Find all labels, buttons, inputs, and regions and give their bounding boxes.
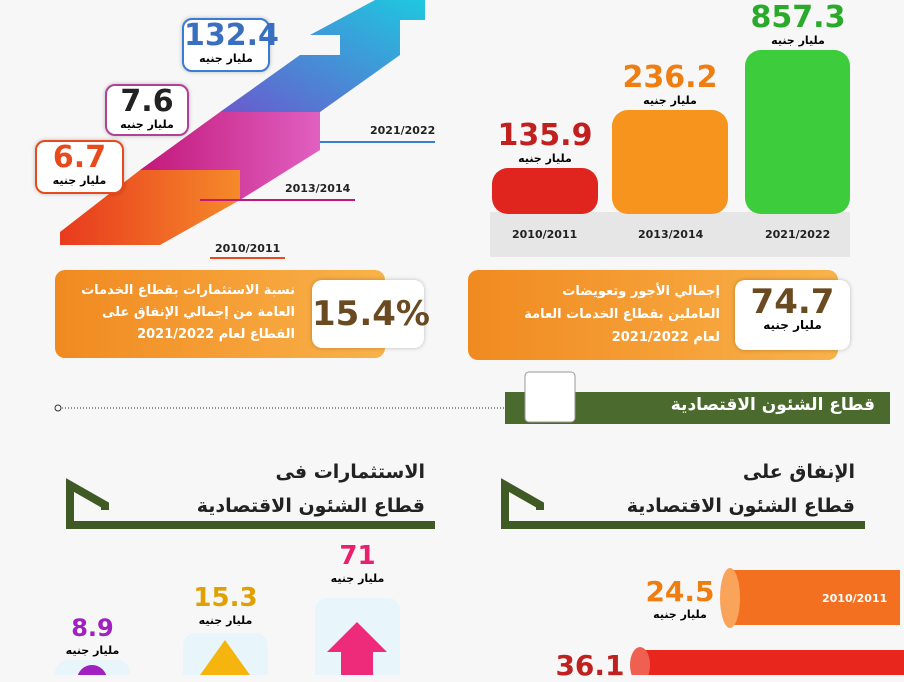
line: نسبة الاستثمارات بقطاع الخدمات <box>81 283 295 298</box>
value: 6.7 <box>52 140 107 175</box>
line: الإنفاق على <box>742 461 855 483</box>
year: 2010/2011 <box>512 228 578 241</box>
value: 7.6 <box>120 84 174 119</box>
label-box: 7.6 مليار جنيه <box>105 84 189 136</box>
value-label: 8.9 مليار جنيه <box>55 612 130 657</box>
line: الاستثمارات فى <box>275 461 425 483</box>
badge: 74.7 مليار جنيه <box>735 280 850 350</box>
label-box: 132.4 مليار جنيه <box>182 18 279 72</box>
value: 135.9 <box>497 118 593 153</box>
bar-label: 236.2 مليار جنيه <box>620 60 720 108</box>
arrow <box>327 622 387 675</box>
value-label: 36.1 <box>555 650 625 682</box>
value: 15.3 <box>193 583 258 613</box>
step-top <box>220 0 425 112</box>
year: 2010/2011 <box>822 592 888 605</box>
bar-label: 135.9 مليار جنيه <box>495 118 595 166</box>
badge: 15.4% <box>312 280 430 348</box>
unit: مليار جنيه <box>518 152 572 165</box>
value-label: 24.5 مليار جنيه <box>645 575 715 622</box>
unit: مليار جنيه <box>198 614 253 627</box>
bracket <box>501 478 865 529</box>
unit: مليار جنيه <box>763 318 822 332</box>
year: 2013/2014 <box>285 182 351 195</box>
year: 2021/2022 <box>370 124 436 137</box>
value-label: 15.3 مليار جنيه <box>183 582 268 627</box>
unit: مليار جنيه <box>771 34 825 47</box>
line: العاملين بقطاع الخدمات العامة <box>524 307 720 322</box>
unit: مليار جنيه <box>52 174 107 187</box>
info-text: نسبة الاستثمارات بقطاع الخدمات العامة من… <box>70 280 295 346</box>
ribbon <box>730 570 900 625</box>
ribbon-roll <box>630 647 650 675</box>
year: 2010/2011 <box>215 242 281 255</box>
arrow <box>77 665 107 675</box>
line: القطاع لعام 2021/2022 <box>137 327 295 342</box>
value-label: 71 مليار جنيه <box>315 540 400 585</box>
value: 132.4 <box>184 18 279 53</box>
section-title: قطاع الشئون الاقتصادية <box>670 395 875 415</box>
bar <box>612 110 728 214</box>
unit: مليار جنيه <box>330 572 385 585</box>
line: إجمالي الأجور وتعويضات <box>562 284 720 299</box>
bracket <box>66 478 435 529</box>
unit: مليار جنيه <box>643 94 697 107</box>
ribbon-roll <box>720 568 740 628</box>
year: 2021/2022 <box>765 228 831 241</box>
unit: مليار جنيه <box>120 118 174 131</box>
icon <box>524 371 576 423</box>
label-box: 6.7 مليار جنيه <box>35 140 124 194</box>
line: العامة من إجمالي الإنفاق على <box>101 305 295 320</box>
bar-base <box>490 212 850 257</box>
unit: مليار جنيه <box>199 52 253 65</box>
value: 236.2 <box>622 60 718 95</box>
unit: مليار جنيه <box>653 608 707 621</box>
year: 2013/2014 <box>638 228 704 241</box>
ribbon <box>640 650 904 675</box>
line: قطاع الشئون الاقتصادية <box>196 495 425 517</box>
bar-label: 857.3 مليار جنيه <box>748 0 848 48</box>
value: 74.7 <box>750 282 835 322</box>
arrow <box>200 640 250 675</box>
value: 24.5 <box>645 575 715 608</box>
step-middle <box>140 112 320 200</box>
info-text: إجمالي الأجور وتعويضات العاملين بقطاع ال… <box>480 280 720 349</box>
info-box <box>55 270 385 358</box>
value: 15.4% <box>312 294 430 334</box>
value: 71 <box>339 541 376 571</box>
heading: الإنفاق على قطاع الشئون الاقتصادية <box>540 455 855 523</box>
dot <box>54 404 62 412</box>
line: لعام 2021/2022 <box>611 330 720 345</box>
bar <box>492 168 598 214</box>
line: قطاع الشئون الاقتصادية <box>626 495 855 517</box>
value: 36.1 <box>555 649 625 682</box>
step-bottom <box>60 170 240 245</box>
value: 857.3 <box>750 0 846 35</box>
heading: الاستثمارات فى قطاع الشئون الاقتصادية <box>110 455 425 523</box>
unit: مليار جنيه <box>65 644 120 657</box>
value: 8.9 <box>71 614 114 642</box>
bar <box>745 50 850 214</box>
